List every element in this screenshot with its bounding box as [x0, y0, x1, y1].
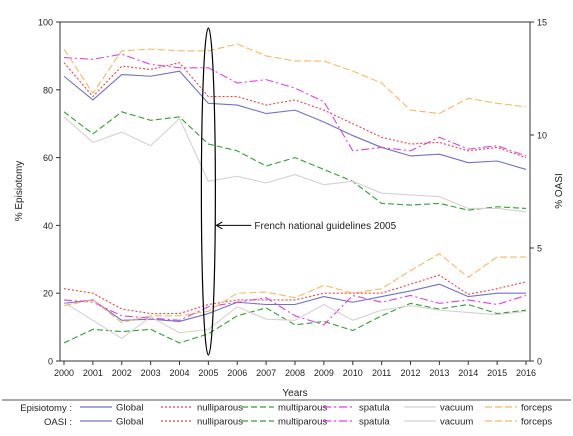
series-line-episiotomy-global — [63, 70, 527, 170]
legend-label-oasi-global: Global — [116, 417, 143, 428]
series-line-oasi-spatula — [63, 294, 527, 326]
legend-row-label-episiotomy: Episiotomy : — [20, 403, 72, 414]
guideline-ellipse — [200, 27, 216, 356]
x-tick-label: 2000 — [54, 368, 74, 378]
legend-label-oasi-forceps: forceps — [521, 417, 552, 428]
x-tick-label: 2012 — [400, 368, 420, 378]
y-left-tick-label: 40 — [43, 221, 53, 231]
x-tick-label: 2002 — [112, 368, 132, 378]
legend-label-episiotomy-nulliparous: nulliparous — [197, 403, 243, 414]
y-left-tick-label: 20 — [43, 289, 53, 299]
annotation-text: French national guidelines 2005 — [254, 221, 396, 232]
x-tick-label: 2003 — [141, 368, 161, 378]
series-line-episiotomy-forceps — [63, 43, 527, 115]
x-tick-label: 2005 — [198, 368, 218, 378]
series-line-episiotomy-nulliparous — [63, 62, 527, 159]
legend-label-oasi-nulliparous: nulliparous — [197, 417, 243, 428]
x-tick-label: 2016 — [516, 368, 536, 378]
y-axis-label-right: % OASI — [554, 173, 565, 209]
series-line-episiotomy-spatula — [63, 53, 527, 157]
legend-label-oasi-vacuum: vacuum — [440, 417, 473, 428]
x-tick-label: 2010 — [343, 368, 363, 378]
x-tick-label: 2004 — [169, 368, 189, 378]
legend-label-episiotomy-vacuum: vacuum — [440, 403, 473, 414]
legend-label-episiotomy-global: Global — [116, 403, 143, 414]
x-tick-label: 2011 — [372, 368, 391, 378]
series-line-oasi-vacuum — [63, 301, 527, 339]
legend: Episiotomy : OASI : Global nulliparous mul… — [20, 403, 552, 429]
y-left-tick-label: 80 — [43, 85, 53, 95]
y-left-tick-label: 60 — [43, 153, 53, 163]
x-tick-label: 2014 — [458, 368, 478, 378]
annotation-arrowhead — [215, 221, 223, 230]
legend-label-oasi-spatula: spatula — [359, 417, 390, 428]
y-right-tick-label: 10 — [537, 131, 547, 141]
x-tick-label: 2001 — [83, 368, 103, 378]
annotation-group: French national guidelines 2005 — [200, 27, 397, 356]
x-tick-label: 2009 — [314, 368, 334, 378]
y-left-tick-label: 100 — [38, 18, 53, 28]
legend-label-oasi-multiparous: multiparous — [278, 417, 327, 428]
y-axis-label-left: % Episiotomy — [14, 161, 25, 222]
axes: 2000 2001 2002 2003 2004 2005 2006 2007 2008 2009… — [38, 18, 547, 379]
legend-label-episiotomy-multiparous: multiparous — [278, 403, 327, 414]
x-tick-label: 2007 — [256, 368, 276, 378]
legend-label-episiotomy-spatula: spatula — [359, 403, 390, 414]
series-lines — [63, 43, 527, 344]
x-tick-label: 2008 — [285, 368, 305, 378]
x-axis-label: Years — [282, 388, 307, 399]
x-tick-label: 2015 — [487, 368, 507, 378]
y-right-tick-label: 15 — [537, 18, 547, 28]
series-line-oasi-nulliparous — [63, 274, 527, 315]
x-tick-label: 2013 — [429, 368, 449, 378]
legend-row-label-oasi: OASI : — [44, 417, 72, 428]
y-left-tick-label: 0 — [48, 357, 53, 367]
legend-label-episiotomy-forceps: forceps — [521, 403, 552, 414]
y-right-tick-label: 0 — [537, 357, 542, 367]
series-line-oasi-forceps — [63, 253, 526, 324]
series-line-episiotomy-multiparous — [63, 111, 527, 211]
series-line-oasi-global — [63, 283, 526, 323]
x-tick-label: 2006 — [227, 368, 247, 378]
series-line-episiotomy-vacuum — [63, 116, 527, 213]
y-right-tick-label: 5 — [537, 244, 542, 254]
